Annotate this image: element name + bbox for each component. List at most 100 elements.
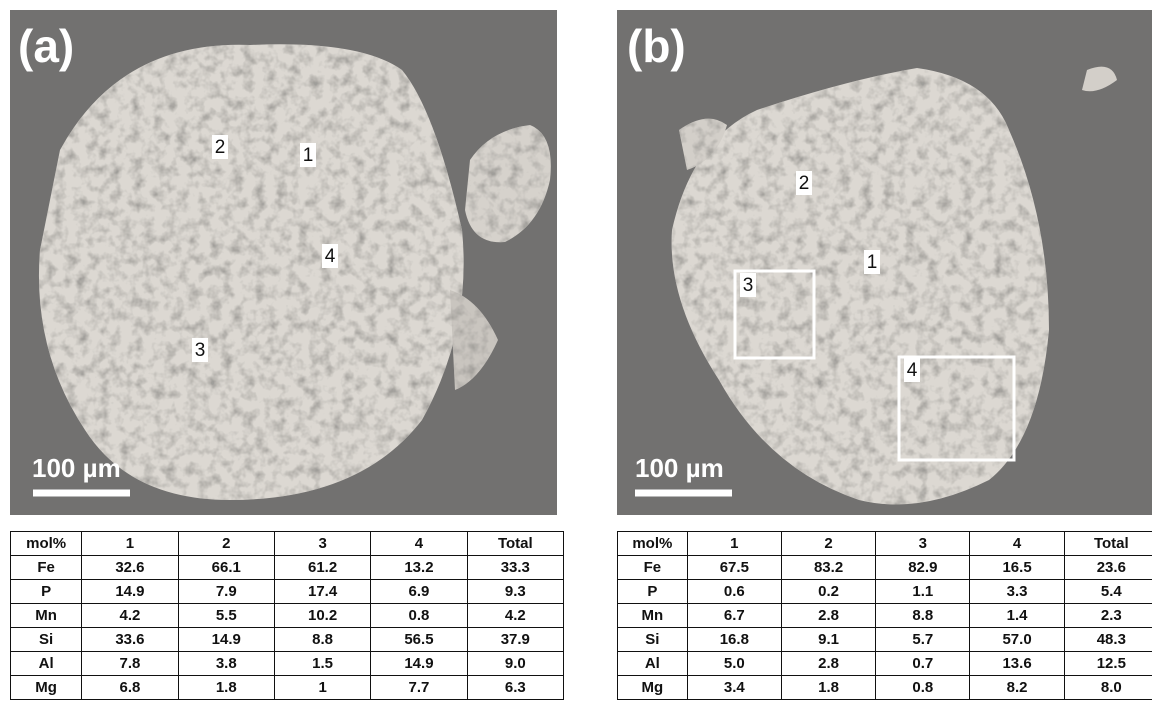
point-marker: 4: [325, 246, 336, 267]
cell: 7.8: [82, 652, 178, 676]
cell: 33.3: [467, 556, 563, 580]
cell: 5.0: [687, 652, 781, 676]
cell: 66.1: [178, 556, 274, 580]
row-label: Mn: [11, 604, 82, 628]
cell: 32.6: [82, 556, 178, 580]
row-label: Fe: [618, 556, 688, 580]
cell: 1.8: [178, 676, 274, 700]
scale-bar-label: 100 µm: [32, 453, 121, 483]
cell: 0.8: [876, 676, 970, 700]
cell: 33.6: [82, 628, 178, 652]
cell: 6.8: [82, 676, 178, 700]
cell: Total: [1064, 532, 1152, 556]
cell: 9.1: [781, 628, 875, 652]
row-label: Fe: [11, 556, 82, 580]
row-label: Al: [11, 652, 82, 676]
point-marker: 2: [215, 137, 226, 158]
cell: 13.6: [970, 652, 1064, 676]
cell: 8.8: [876, 604, 970, 628]
cell: 2.8: [781, 652, 875, 676]
point-marker: 1: [303, 145, 314, 166]
cell: 13.2: [371, 556, 467, 580]
cell: 5.4: [1064, 580, 1152, 604]
cell: 48.3: [1064, 628, 1152, 652]
cell: 1.5: [274, 652, 370, 676]
cell: 3: [274, 532, 370, 556]
cell: 2: [178, 532, 274, 556]
row-label: P: [11, 580, 82, 604]
sem-image: (a) 100 µm 1 2 3 4: [10, 10, 557, 515]
cell: 1: [274, 676, 370, 700]
cell: 3.8: [178, 652, 274, 676]
row-label: Si: [11, 628, 82, 652]
cell: 7.9: [178, 580, 274, 604]
point-marker: 4: [907, 360, 918, 381]
point-marker: 3: [195, 340, 206, 361]
cell: 1.4: [970, 604, 1064, 628]
cell: Total: [467, 532, 563, 556]
cell: 3.4: [687, 676, 781, 700]
cell: 0.8: [371, 604, 467, 628]
cell: 23.6: [1064, 556, 1152, 580]
point-marker: 2: [799, 173, 810, 194]
panel-label: (a): [18, 20, 74, 72]
cell: 2: [781, 532, 875, 556]
row-label: Al: [618, 652, 688, 676]
cell: 67.5: [687, 556, 781, 580]
figure: {"panels": [ {"label": "(a)", "scale_bar…: [0, 0, 1152, 715]
cell: 14.9: [178, 628, 274, 652]
cell: 37.9: [467, 628, 563, 652]
cell: 8.2: [970, 676, 1064, 700]
cell: 0.6: [687, 580, 781, 604]
cell: 1.1: [876, 580, 970, 604]
row-label: mol%: [11, 532, 82, 556]
cell: 9.3: [467, 580, 563, 604]
cell: 61.2: [274, 556, 370, 580]
cell: 4: [970, 532, 1064, 556]
row-label: Mg: [11, 676, 82, 700]
cell: 10.2: [274, 604, 370, 628]
cell: 6.9: [371, 580, 467, 604]
cell: 9.0: [467, 652, 563, 676]
header-row: mol%1234Total: [11, 532, 564, 556]
panel-label: (b): [627, 20, 686, 72]
composition-table: mol%1234TotalFe32.666.161.213.233.3P14.9…: [10, 531, 564, 700]
scale-bar-label: 100 µm: [635, 453, 724, 483]
cell: 14.9: [371, 652, 467, 676]
row-label: Si: [618, 628, 688, 652]
cell: 83.2: [781, 556, 875, 580]
cell: 16.8: [687, 628, 781, 652]
row-label: mol%: [618, 532, 688, 556]
cell: 3.3: [970, 580, 1064, 604]
cell: 8.8: [274, 628, 370, 652]
cell: 82.9: [876, 556, 970, 580]
cell: 1: [82, 532, 178, 556]
row-label: P: [618, 580, 688, 604]
cell: 4.2: [82, 604, 178, 628]
cell: 1: [687, 532, 781, 556]
cell: 1.8: [781, 676, 875, 700]
cell: 2.3: [1064, 604, 1152, 628]
cell: 5.7: [876, 628, 970, 652]
cell: 7.7: [371, 676, 467, 700]
particle: [39, 44, 464, 500]
cell: 8.0: [1064, 676, 1152, 700]
row-label: Mn: [618, 604, 688, 628]
cell: 3: [876, 532, 970, 556]
cell: 57.0: [970, 628, 1064, 652]
cell: 12.5: [1064, 652, 1152, 676]
